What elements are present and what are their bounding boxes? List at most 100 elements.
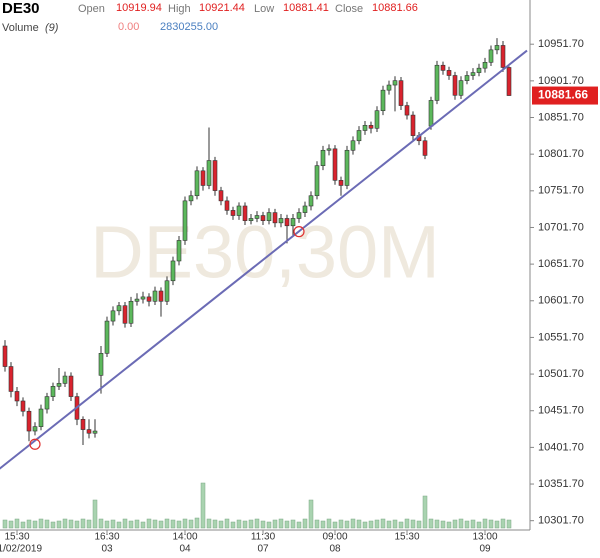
field-value: 10881.41 xyxy=(283,2,329,14)
volume-bar xyxy=(116,521,122,529)
y-tick-label: 10951.70 xyxy=(538,38,584,50)
candle-body xyxy=(266,212,272,221)
candle-body xyxy=(26,410,32,432)
candle-body xyxy=(230,210,236,216)
price-label: 10881.66 xyxy=(538,88,588,102)
volume-bar xyxy=(314,519,320,529)
y-tick-label: 10601.70 xyxy=(538,295,584,307)
volume-bar xyxy=(404,518,410,529)
volume-bar xyxy=(464,520,470,529)
x-date-label: 08 xyxy=(329,544,341,555)
x-tick-label: 15:30 xyxy=(394,532,419,543)
volume-bar xyxy=(242,520,248,529)
volume-bar xyxy=(104,520,110,529)
candle-body xyxy=(38,408,44,427)
y-tick-label: 10501.70 xyxy=(538,368,584,380)
y-tick-label: 10851.70 xyxy=(538,111,584,123)
candle-body xyxy=(392,80,398,86)
volume-bar xyxy=(440,520,446,529)
y-tick-label: 10801.70 xyxy=(538,148,584,160)
trend-marker xyxy=(29,438,41,450)
candle-body xyxy=(500,45,506,68)
candle-body xyxy=(110,310,116,322)
volume-bar xyxy=(500,518,506,529)
candle-body xyxy=(62,375,68,384)
candle-body xyxy=(434,64,440,101)
candle-body xyxy=(242,205,248,221)
volume-bar xyxy=(482,518,488,529)
candle-body xyxy=(188,195,194,202)
candle-body xyxy=(440,64,446,71)
x-date-label: 07 xyxy=(257,544,269,555)
candle-body xyxy=(254,215,260,219)
volume-bar xyxy=(434,519,440,529)
candle-body xyxy=(32,426,38,432)
volume-bar xyxy=(488,519,494,529)
candle-body xyxy=(410,114,416,136)
volume-bar xyxy=(62,518,68,529)
volume-bar xyxy=(362,521,368,529)
volume-bar xyxy=(140,521,146,529)
candle-body xyxy=(296,212,302,219)
candle-body xyxy=(14,391,20,402)
candle-body xyxy=(134,298,140,302)
volume-bar xyxy=(80,518,86,529)
volume-bar xyxy=(32,520,38,529)
volume-bar xyxy=(56,520,62,529)
candle-body xyxy=(362,125,368,131)
volume-bar xyxy=(260,520,266,529)
volume-bar xyxy=(344,520,350,529)
candle-body xyxy=(146,296,152,302)
candle-body xyxy=(284,218,290,227)
candle-body xyxy=(338,180,344,186)
candle-body xyxy=(248,218,254,221)
candle-body xyxy=(308,195,314,207)
candle-body xyxy=(356,130,362,142)
volume-bar xyxy=(158,520,164,529)
candle-body xyxy=(464,75,470,81)
candle-body xyxy=(212,160,218,191)
volume-bar xyxy=(248,519,254,529)
x-tick-label: 11:30 xyxy=(251,532,276,543)
volume-bar xyxy=(374,519,380,529)
volume-bar xyxy=(200,482,206,529)
volume-bar xyxy=(152,519,158,529)
candle-body xyxy=(314,165,320,197)
candle-body xyxy=(236,205,242,216)
candle-body xyxy=(224,200,230,211)
volume-bar xyxy=(2,519,8,529)
volume-bar xyxy=(326,518,332,529)
volume-bar xyxy=(224,518,230,529)
volume-bar xyxy=(308,499,314,529)
candle-body xyxy=(260,215,266,221)
x-tick-label: 09:00 xyxy=(322,532,347,543)
volume-bar xyxy=(74,520,80,529)
volume-bar xyxy=(182,518,188,529)
volume-bar xyxy=(212,519,218,529)
field-value: 10921.44 xyxy=(199,2,245,14)
x-date-label: 09 xyxy=(479,544,491,555)
candle-body xyxy=(398,80,404,106)
candle-body xyxy=(404,105,410,116)
candle-body xyxy=(380,89,386,111)
field-label: Open xyxy=(78,3,105,15)
volume-bar xyxy=(236,519,242,529)
x-date-label: 01/02/2019 xyxy=(0,544,42,555)
volume-bar xyxy=(110,519,116,529)
volume-bar xyxy=(476,521,482,529)
volume-bar xyxy=(134,519,140,529)
field-label: Low xyxy=(254,3,274,15)
volume-bar xyxy=(230,521,236,529)
candle-body xyxy=(116,305,122,312)
volume-bar xyxy=(194,517,200,529)
y-tick-label: 10901.70 xyxy=(538,75,584,87)
volume-bar xyxy=(266,521,272,529)
candle-body xyxy=(56,383,62,387)
candle-body xyxy=(272,212,278,224)
volume-bar xyxy=(170,519,176,529)
trend-marker xyxy=(293,226,305,238)
volume-bar xyxy=(290,519,296,529)
volume-average: 2830255.00 xyxy=(160,21,218,33)
